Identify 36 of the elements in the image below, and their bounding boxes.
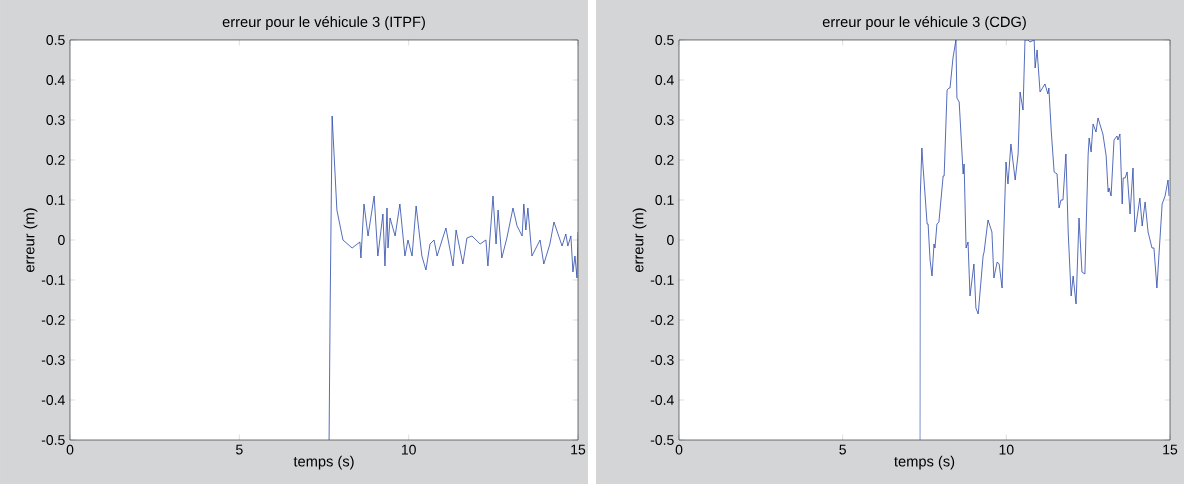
y-tick-label: -0.2 [41, 315, 65, 325]
chart-title: erreur pour le véhicule 3 (CDG) [822, 16, 1026, 30]
y-axis-title: erreur (m) [23, 208, 38, 272]
x-tick-label: 5 [236, 444, 243, 455]
x-tick-label: 0 [66, 444, 74, 455]
y-tick-label: 0.4 [655, 75, 674, 85]
y-tick-label: -0.4 [650, 395, 674, 405]
y-tick-label: -0.4 [41, 395, 65, 405]
y-tick-label: 0 [667, 235, 674, 245]
x-tick-label: 0 [675, 444, 683, 455]
y-tick-label: -0.3 [650, 355, 674, 365]
y-tick-label: 0.2 [655, 155, 674, 165]
y-tick-label: 0.5 [46, 35, 65, 45]
x-tick-label: 10 [401, 444, 416, 455]
y-axis-title: erreur (m) [632, 208, 647, 272]
y-tick-label: 0.3 [655, 115, 674, 125]
chart-title: erreur pour le véhicule 3 (ITPF) [222, 16, 425, 30]
y-tick-label: 0.1 [46, 195, 65, 205]
y-tick-label: 0.3 [46, 115, 65, 125]
y-tick-label: -0.5 [650, 435, 674, 445]
x-tick-label: 15 [1163, 444, 1178, 455]
y-tick-label: 0.2 [46, 155, 65, 165]
y-tick-label: 0.4 [46, 75, 65, 85]
x-tick-label: 15 [571, 444, 586, 455]
x-axis-title: temps (s) [894, 455, 955, 470]
y-tick-label: 0.5 [655, 35, 674, 45]
x-axis-title: temps (s) [293, 455, 354, 470]
y-tick-label: 0.1 [655, 195, 674, 205]
y-tick-label: -0.1 [41, 275, 65, 285]
y-tick-label: -0.1 [650, 275, 674, 285]
y-tick-label: -0.3 [41, 355, 65, 365]
y-tick-label: -0.2 [650, 315, 674, 325]
y-tick-label: 0 [58, 235, 65, 245]
y-tick-label: -0.5 [41, 435, 65, 445]
x-tick-label: 10 [999, 444, 1014, 455]
x-tick-label: 5 [839, 444, 846, 455]
